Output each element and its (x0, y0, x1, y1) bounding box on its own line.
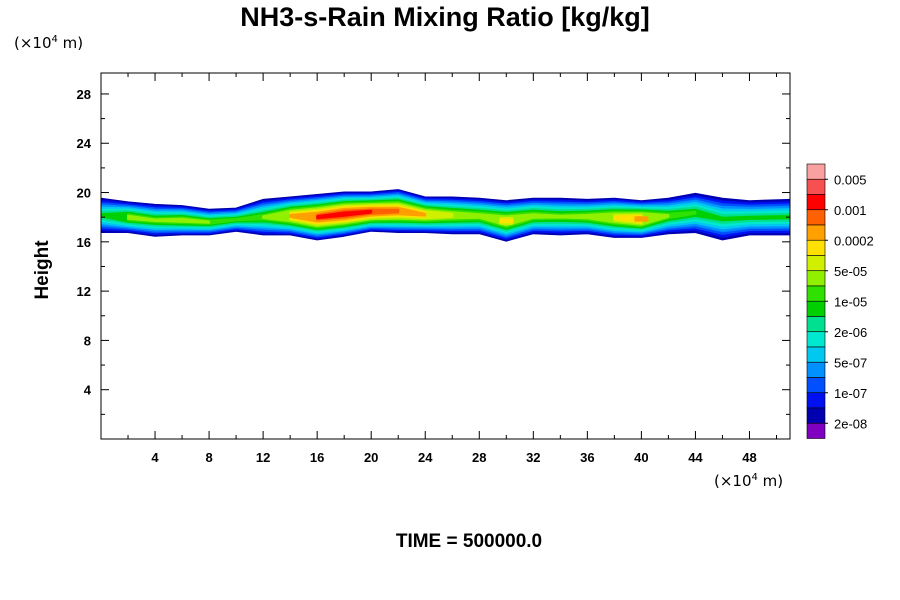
legend-swatch (806, 270, 826, 287)
legend-swatch (806, 194, 826, 211)
x-axis-unit: (×104 m) (714, 472, 784, 490)
x-tick-label: 4 (151, 450, 159, 465)
legend-label: 0.0002 (834, 233, 874, 248)
x-tick-label: 8 (205, 450, 212, 465)
contour-level (127, 214, 211, 224)
y-tick-label: 16 (77, 235, 91, 250)
legend-swatch (806, 285, 826, 302)
x-tick-label: 40 (634, 450, 648, 465)
legend-swatch (806, 331, 826, 348)
legend-swatch (806, 209, 826, 226)
x-tick-label: 16 (310, 450, 324, 465)
x-tick-label: 48 (742, 450, 756, 465)
y-tick-label: 20 (77, 186, 91, 201)
y-tick-label: 4 (84, 383, 92, 398)
chart-title: NH3-s-Rain Mixing Ratio [kg/kg] (240, 2, 650, 32)
legend-swatch (806, 346, 826, 363)
legend-swatch (806, 407, 826, 424)
legend-label: 2e-08 (834, 416, 867, 431)
legend-label: 5e-05 (834, 264, 867, 279)
color-legend: 0.005 0.001 0.0002 5e-05 1e-05 2e-06 5e-07 1e-0… (806, 163, 874, 439)
legend-swatch (806, 316, 826, 333)
contour-level (634, 216, 649, 222)
legend-swatch (806, 239, 826, 256)
x-tick-label: 24 (418, 450, 433, 465)
legend-label: 1e-05 (834, 294, 867, 309)
contour-level (316, 209, 373, 220)
y-tick-label: 28 (77, 87, 91, 102)
legend-swatch (806, 255, 826, 272)
legend-label: 5e-07 (834, 355, 867, 370)
y-tick-label: 24 (77, 136, 92, 151)
y-axis-unit: (×104 m) (14, 34, 84, 52)
legend-label: 0.005 (834, 172, 867, 187)
x-tick-label: 44 (688, 450, 703, 465)
x-tick-label: 32 (526, 450, 540, 465)
plot-frame (100, 72, 791, 440)
legend-swatch (806, 361, 826, 378)
time-label: TIME = 500000.0 (395, 531, 543, 552)
legend-swatch (806, 163, 826, 180)
y-tick-label: 8 (84, 333, 91, 348)
y-axis: 4 8 12 16 20 24 28 (77, 87, 790, 415)
legend-swatch (806, 300, 826, 317)
legend-label: 1e-07 (834, 386, 867, 401)
legend-swatch (806, 422, 826, 439)
x-tick-label: 28 (472, 450, 486, 465)
contour-level (499, 218, 514, 223)
x-tick-label: 20 (364, 450, 378, 465)
y-tick-label: 12 (77, 284, 91, 299)
x-axis: 4 8 12 16 20 24 28 32 36 40 44 48 (127, 73, 777, 465)
legend-swatch (806, 224, 826, 241)
legend-label: 0.001 (834, 203, 867, 218)
legend-label: 2e-06 (834, 325, 867, 340)
legend-swatch (806, 377, 826, 394)
legend-swatch (806, 392, 826, 409)
x-tick-label: 12 (256, 450, 270, 465)
legend-swatch (806, 178, 826, 195)
x-tick-label: 36 (580, 450, 594, 465)
mixing-ratio-field (101, 189, 790, 242)
